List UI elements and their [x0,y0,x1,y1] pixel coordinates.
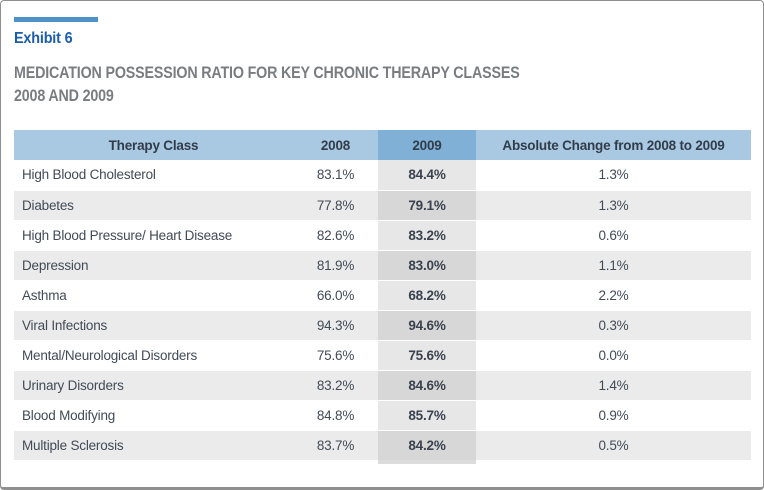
value-2009-cell: 83.2% [378,220,476,251]
table-row: Multiple Sclerosis 83.7% 84.2% 0.5% [14,430,751,461]
value-2008-cell: 94.3% [293,310,378,341]
therapy-class-cell: Depression [14,250,293,281]
table-row: Depression 81.9% 83.0% 1.1% [14,250,751,281]
table-row: Asthma 66.0% 68.2% 2.2% [14,280,751,311]
exhibit-label: Exhibit 6 [14,30,73,47]
therapy-class-cell: High Blood Cholesterol [14,160,293,191]
value-2009-cell: 94.6% [378,310,476,341]
change-cell: 1.3% [476,190,751,221]
change-cell: 0.3% [476,310,751,341]
therapy-class-cell: Asthma [14,280,293,311]
table-header-row: Therapy Class 2008 2009 Absolute Change … [14,130,751,160]
value-2008-cell: 83.7% [293,430,378,461]
document-title: MEDICATION POSSESSION RATIO FOR KEY CHRO… [14,61,520,107]
value-2009-cell: 84.2% [378,430,476,461]
change-cell: 0.0% [476,340,751,371]
column-2009-footer-extension [378,460,476,464]
table-body: High Blood Cholesterol 83.1% 84.4% 1.3% … [14,160,751,461]
therapy-class-cell: Blood Modifying [14,400,293,431]
table-row: Diabetes 77.8% 79.1% 1.3% [14,190,751,221]
value-2008-cell: 81.9% [293,250,378,281]
column-header-2009: 2009 [378,130,476,160]
change-cell: 2.2% [476,280,751,311]
table-row: High Blood Cholesterol 83.1% 84.4% 1.3% [14,160,751,191]
value-2008-cell: 75.6% [293,340,378,371]
column-header-absolute-change: Absolute Change from 2008 to 2009 [476,130,751,160]
value-2009-cell: 84.4% [378,160,476,191]
value-2009-cell: 68.2% [378,280,476,311]
column-header-2008: 2008 [293,130,378,160]
therapy-class-cell: Urinary Disorders [14,370,293,401]
table-row: Urinary Disorders 83.2% 84.6% 1.4% [14,370,751,401]
therapy-class-cell: Diabetes [14,190,293,221]
value-2009-cell: 83.0% [378,250,476,281]
table-row: Mental/Neurological Disorders 75.6% 75.6… [14,340,751,371]
change-cell: 0.9% [476,400,751,431]
value-2008-cell: 82.6% [293,220,378,251]
column-header-therapy-class: Therapy Class [14,130,293,160]
value-2009-cell: 85.7% [378,400,476,431]
value-2009-cell: 84.6% [378,370,476,401]
table-row: Blood Modifying 84.8% 85.7% 0.9% [14,400,751,431]
table-row: High Blood Pressure/ Heart Disease 82.6%… [14,220,751,251]
change-cell: 1.1% [476,250,751,281]
value-2008-cell: 77.8% [293,190,378,221]
change-cell: 0.6% [476,220,751,251]
accent-bar [14,17,98,22]
table-row: Viral Infections 94.3% 94.6% 0.3% [14,310,751,341]
value-2008-cell: 66.0% [293,280,378,311]
value-2009-cell: 75.6% [378,340,476,371]
value-2008-cell: 84.8% [293,400,378,431]
document-title-line1: MEDICATION POSSESSION RATIO FOR KEY CHRO… [14,63,520,82]
value-2008-cell: 83.1% [293,160,378,191]
therapy-class-cell: Viral Infections [14,310,293,341]
therapy-class-cell: Multiple Sclerosis [14,430,293,461]
value-2008-cell: 83.2% [293,370,378,401]
therapy-class-cell: Mental/Neurological Disorders [14,340,293,371]
value-2009-cell: 79.1% [378,190,476,221]
mpr-table: Therapy Class 2008 2009 Absolute Change … [14,130,751,461]
document-title-line2: 2008 AND 2009 [14,86,114,105]
therapy-class-cell: High Blood Pressure/ Heart Disease [14,220,293,251]
change-cell: 0.5% [476,430,751,461]
change-cell: 1.3% [476,160,751,191]
change-cell: 1.4% [476,370,751,401]
